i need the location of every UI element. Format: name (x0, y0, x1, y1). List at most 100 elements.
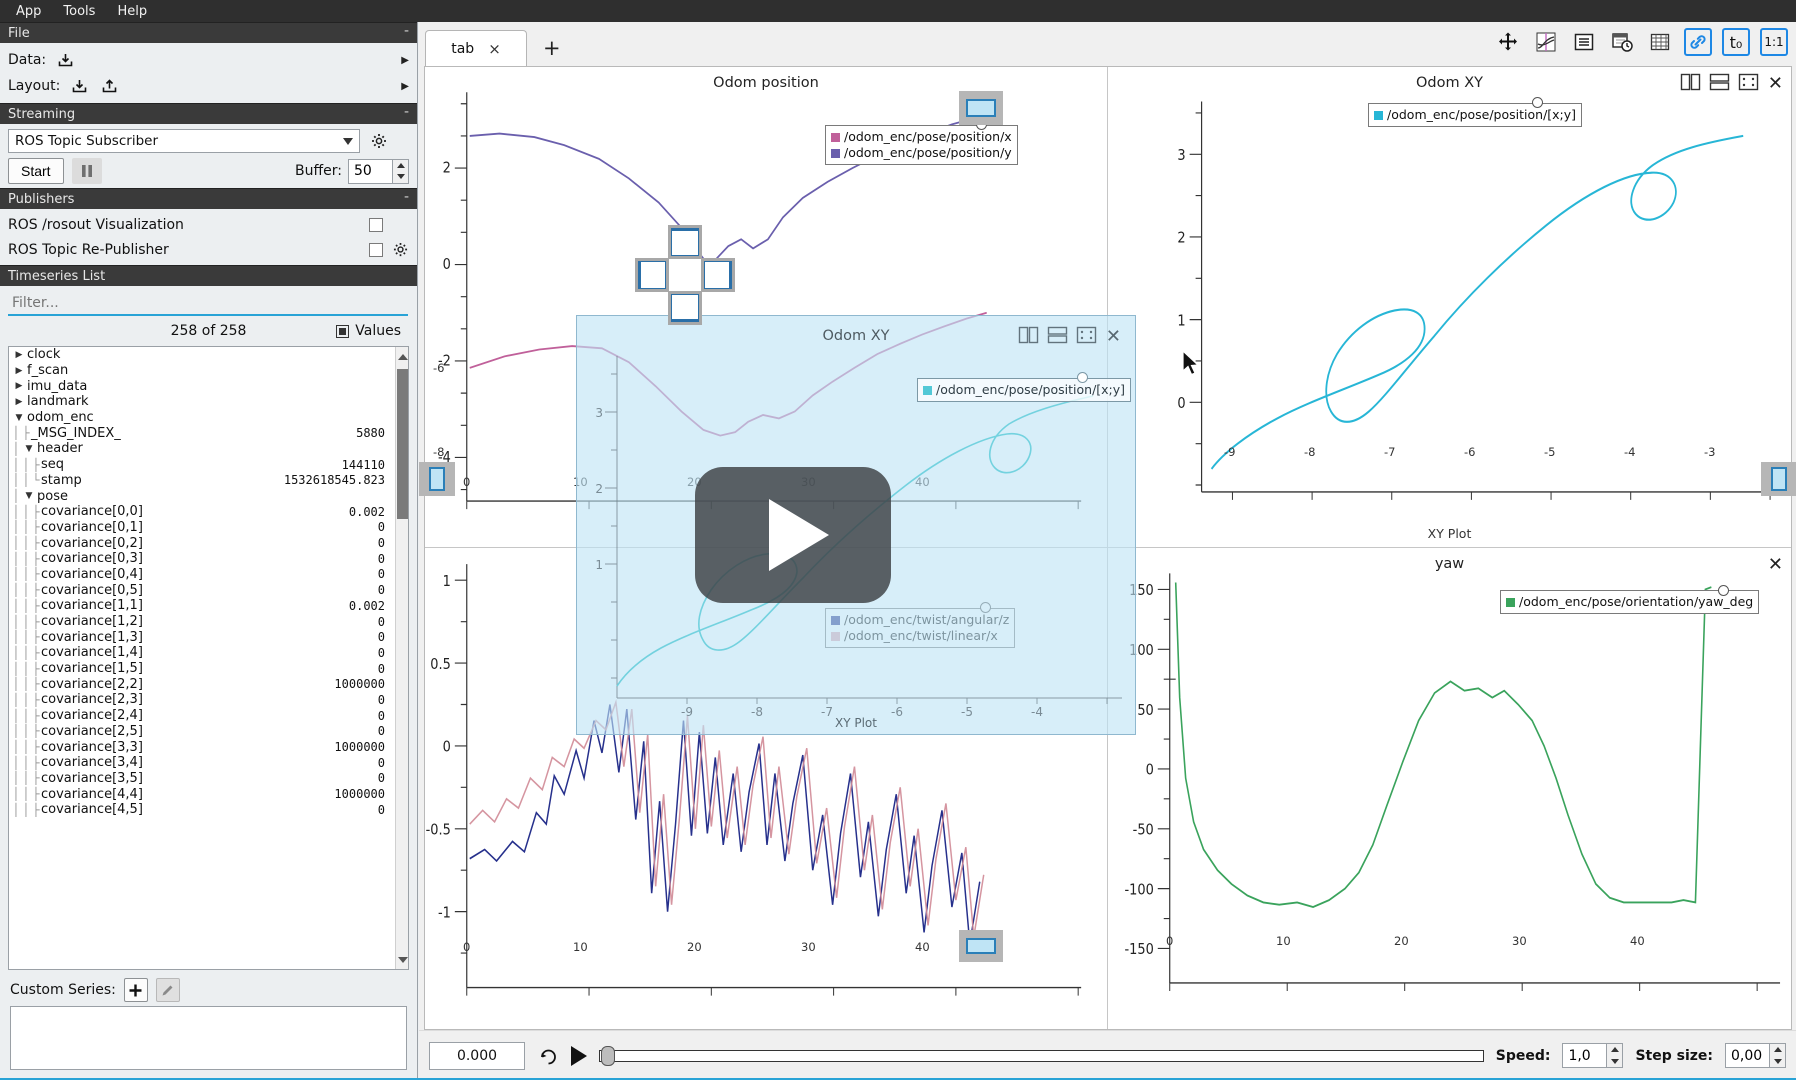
tree-item[interactable]: │ │ ├ covariance[0,3] 0 (9, 551, 395, 567)
buffer-decrement[interactable] (393, 171, 408, 183)
chevron-down-icon[interactable]: ▼ (15, 412, 23, 423)
values-toggle[interactable]: Values (336, 323, 401, 339)
tree-item[interactable]: │ │ ├ covariance[1,1] 0.002 (9, 598, 395, 614)
publishers-section-header[interactable]: Publishers - (0, 188, 417, 209)
publisher-row-rosout[interactable]: ROS /rosout Visualization (0, 212, 417, 237)
split-horizontal-icon[interactable] (1047, 326, 1068, 347)
time-slider-track[interactable] (599, 1049, 1484, 1062)
step-size-input[interactable] (1725, 1043, 1769, 1068)
file-collapse-icon[interactable]: - (403, 22, 409, 39)
list-icon[interactable] (1570, 28, 1598, 56)
speed-decrement[interactable] (1607, 1056, 1622, 1068)
layout-save-icon[interactable] (98, 76, 120, 96)
play-button[interactable] (571, 1045, 587, 1066)
layout-menu-arrow-icon[interactable]: ▶ (401, 80, 409, 92)
time-offset-icon[interactable]: t₀ (1722, 28, 1750, 56)
layout-load-icon[interactable] (68, 76, 90, 96)
publisher-row-republisher[interactable]: ROS Topic Re-Publisher (0, 237, 417, 262)
tree-item[interactable]: │ │ └ stamp 1532618545.823 (9, 473, 395, 489)
step-size-increment[interactable] (1770, 1044, 1785, 1056)
legend-entry[interactable]: /odom_enc/pose/position/[x;y] (1374, 107, 1576, 123)
streaming-collapse-icon[interactable]: - (403, 103, 409, 120)
legend-drag-handle[interactable] (1718, 585, 1729, 596)
plot-nav-left[interactable] (419, 462, 455, 496)
data-load-icon[interactable] (54, 50, 76, 70)
start-button[interactable]: Start (8, 158, 64, 184)
legend-drag-handle[interactable] (1532, 97, 1543, 108)
tree-item[interactable]: │ │ ├ covariance[2,3] 0 (9, 692, 395, 708)
legend-drag-handle[interactable] (1077, 372, 1088, 383)
filter-input[interactable] (8, 292, 408, 316)
legend-odom-xy[interactable]: /odom_enc/pose/position/[x;y] (1368, 103, 1583, 127)
tree-item[interactable]: ▼ odom_enc (9, 410, 395, 426)
tree-scroll-down[interactable] (396, 953, 408, 966)
chevron-right-icon[interactable]: ▶ (15, 381, 23, 392)
tree-item[interactable]: ▶ f_scan (9, 363, 395, 379)
step-size-decrement[interactable] (1770, 1056, 1785, 1068)
add-tab-button[interactable]: + (543, 36, 561, 60)
fit-icon[interactable] (1076, 326, 1097, 347)
publishers-collapse-icon[interactable]: - (403, 188, 409, 205)
tree-item[interactable]: │ ├ _MSG_INDEX_ 5880 (9, 425, 395, 441)
plot-float-handle-bottom[interactable] (959, 930, 1003, 962)
plot-float-handle-top[interactable] (959, 91, 1003, 125)
data-menu-arrow-icon[interactable]: ▶ (401, 54, 409, 66)
publisher-checkbox-rosout[interactable] (369, 217, 383, 232)
link-icon[interactable] (1684, 28, 1712, 56)
tree-item[interactable]: │ │ ├ covariance[1,5] 0 (9, 661, 395, 677)
tree-item[interactable]: │ │ ├ covariance[0,2] 0 (9, 535, 395, 551)
step-size-stepper[interactable] (1725, 1043, 1786, 1068)
streaming-section-header[interactable]: Streaming - (0, 103, 417, 124)
chevron-right-icon[interactable]: ▶ (15, 349, 23, 360)
tree-item[interactable]: │ │ ├ covariance[0,5] 0 (9, 582, 395, 598)
tree-item[interactable]: │ │ ├ covariance[1,2] 0 (9, 614, 395, 630)
tree-scroll-up[interactable] (396, 350, 408, 363)
publisher-gear-icon[interactable] (391, 241, 409, 259)
legend-entry[interactable]: /odom_enc/pose/position/[x;y] (923, 382, 1125, 398)
buffer-input[interactable] (348, 158, 392, 184)
legend-entry[interactable]: /odom_enc/pose/position/y (831, 145, 1012, 161)
current-time-display[interactable]: 0.000 (429, 1041, 525, 1070)
tree-item[interactable]: │ │ ├ covariance[3,5] 0 (9, 771, 395, 787)
drag-preview-legend[interactable]: /odom_enc/pose/position/[x;y] (917, 378, 1132, 402)
menu-help[interactable]: Help (117, 3, 148, 19)
close-icon[interactable]: ✕ (1767, 73, 1783, 94)
buffer-increment[interactable] (393, 160, 408, 172)
add-custom-series-button[interactable] (123, 978, 148, 1002)
tree-item[interactable]: │ │ ├ covariance[2,4] 0 (9, 708, 395, 724)
pause-button[interactable] (71, 158, 102, 184)
drop-target-bottom[interactable] (668, 291, 702, 325)
buffer-stepper[interactable] (348, 158, 409, 184)
time-slider-knob[interactable] (601, 1045, 615, 1066)
tree-item[interactable]: │ │ ├ covariance[3,3] 1000000 (9, 739, 395, 755)
tree-item[interactable]: │ │ ├ covariance[1,3] 0 (9, 629, 395, 645)
drop-target-left[interactable] (635, 258, 669, 292)
split-horizontal-icon[interactable] (1709, 73, 1730, 94)
close-icon[interactable]: ✕ (1767, 554, 1783, 575)
chevron-right-icon[interactable]: ▶ (15, 365, 23, 376)
streaming-settings-gear-icon[interactable] (368, 131, 390, 151)
chevron-down-icon[interactable]: ▼ (25, 491, 33, 502)
drop-target-right[interactable] (701, 258, 735, 292)
edit-custom-series-button[interactable] (155, 978, 180, 1002)
tree-item[interactable]: │ │ ├ covariance[0,0] 0.002 (9, 504, 395, 520)
streaming-source-select[interactable]: ROS Topic Subscriber (8, 129, 360, 153)
tree-item[interactable]: │ │ ├ seq 144110 (9, 457, 395, 473)
publisher-checkbox-republisher[interactable] (369, 242, 383, 257)
speed-stepper-arrows[interactable] (1606, 1043, 1624, 1068)
tree-item[interactable]: │ │ ├ covariance[4,4] 1000000 (9, 786, 395, 802)
menu-tools[interactable]: Tools (63, 3, 96, 19)
speed-increment[interactable] (1607, 1044, 1622, 1056)
plot-yaw[interactable]: yaw ✕ 150 100 (1108, 548, 1791, 1029)
tree-item[interactable]: │ ▼ header (9, 441, 395, 457)
tree-scrollbar[interactable] (395, 347, 408, 969)
zoom-fit-icon[interactable] (1532, 28, 1560, 56)
timeseries-section-header[interactable]: Timeseries List (0, 265, 417, 286)
close-icon[interactable]: × (488, 39, 501, 58)
tree-item[interactable]: │ │ ├ covariance[4,5] 0 (9, 802, 395, 818)
speed-input[interactable] (1562, 1043, 1607, 1068)
legend-yaw[interactable]: /odom_enc/pose/orientation/yaw_deg (1500, 590, 1760, 614)
plot-nav-right[interactable] (1761, 462, 1796, 496)
time-slider[interactable] (599, 1045, 1484, 1066)
tree-item[interactable]: │ │ ├ covariance[2,2] 1000000 (9, 676, 395, 692)
